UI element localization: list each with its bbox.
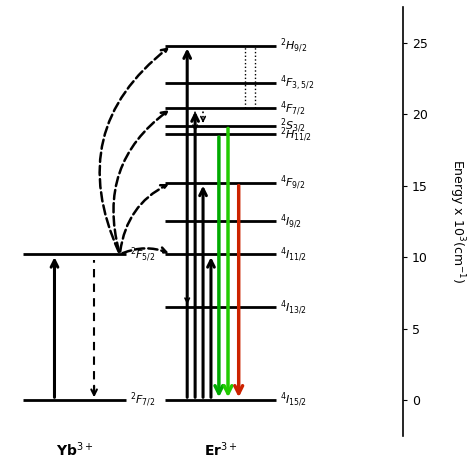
Text: $^4I_{9/2}$: $^4I_{9/2}$ [280,212,302,231]
Text: $^2S_{3/2}$: $^2S_{3/2}$ [280,116,306,135]
Text: $^2F_{7/2}$: $^2F_{7/2}$ [130,391,155,410]
Text: $^4F_{7/2}$: $^4F_{7/2}$ [280,99,306,118]
Text: Er$^{3+}$: Er$^{3+}$ [204,440,237,459]
Text: $^4F_{9/2}$: $^4F_{9/2}$ [280,173,306,192]
Text: $^4I_{13/2}$: $^4I_{13/2}$ [280,298,307,317]
Y-axis label: Energy x 10$^3$(cm$^{-1}$): Energy x 10$^3$(cm$^{-1}$) [447,159,467,284]
Text: $^2F_{5/2}$: $^2F_{5/2}$ [130,245,155,264]
Text: Yb$^{3+}$: Yb$^{3+}$ [55,440,93,459]
Text: $^2H_{9/2}$: $^2H_{9/2}$ [280,36,308,55]
Text: $^4I_{11/2}$: $^4I_{11/2}$ [280,245,307,264]
Text: $^4I_{15/2}$: $^4I_{15/2}$ [280,391,307,410]
Text: $^4F_{3,5/2}$: $^4F_{3,5/2}$ [280,73,314,93]
Text: $^2H_{11/2}$: $^2H_{11/2}$ [280,125,312,144]
